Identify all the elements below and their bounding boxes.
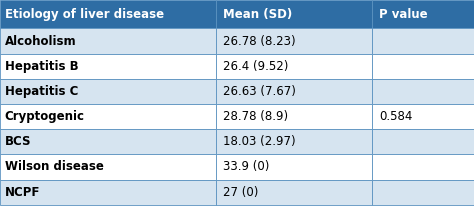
- Bar: [216, 180, 372, 205]
- Bar: [372, 0, 474, 28]
- Text: 27 (0): 27 (0): [223, 186, 258, 199]
- Text: 28.78 (8.9): 28.78 (8.9): [223, 110, 288, 123]
- Bar: [0, 28, 216, 54]
- Bar: [0, 54, 216, 79]
- Text: 26.78 (8.23): 26.78 (8.23): [223, 35, 295, 48]
- Bar: [0, 180, 216, 205]
- Text: Mean (SD): Mean (SD): [223, 8, 292, 21]
- Bar: [372, 180, 474, 205]
- Text: Cryptogenic: Cryptogenic: [5, 110, 85, 123]
- Bar: [0, 129, 216, 154]
- Text: BCS: BCS: [5, 135, 31, 148]
- Bar: [0, 154, 216, 180]
- Bar: [372, 54, 474, 79]
- Bar: [216, 54, 372, 79]
- Text: 33.9 (0): 33.9 (0): [223, 161, 269, 173]
- Text: 26.63 (7.67): 26.63 (7.67): [223, 85, 296, 98]
- Text: 26.4 (9.52): 26.4 (9.52): [223, 60, 288, 73]
- Text: Wilson disease: Wilson disease: [5, 161, 104, 173]
- Bar: [372, 79, 474, 104]
- Bar: [216, 28, 372, 54]
- Bar: [372, 28, 474, 54]
- Bar: [216, 79, 372, 104]
- Text: Hepatitis C: Hepatitis C: [5, 85, 78, 98]
- Text: Etiology of liver disease: Etiology of liver disease: [5, 8, 164, 21]
- Bar: [372, 154, 474, 180]
- Bar: [0, 104, 216, 129]
- Bar: [216, 0, 372, 28]
- Text: Alcoholism: Alcoholism: [5, 35, 76, 48]
- Bar: [372, 104, 474, 129]
- Text: 18.03 (2.97): 18.03 (2.97): [223, 135, 295, 148]
- Text: Hepatitis B: Hepatitis B: [5, 60, 78, 73]
- Bar: [372, 129, 474, 154]
- Text: NCPF: NCPF: [5, 186, 40, 199]
- Bar: [0, 0, 216, 28]
- Bar: [216, 154, 372, 180]
- Bar: [216, 129, 372, 154]
- Bar: [0, 79, 216, 104]
- Text: P value: P value: [379, 8, 428, 21]
- Bar: [216, 104, 372, 129]
- Text: 0.584: 0.584: [379, 110, 412, 123]
